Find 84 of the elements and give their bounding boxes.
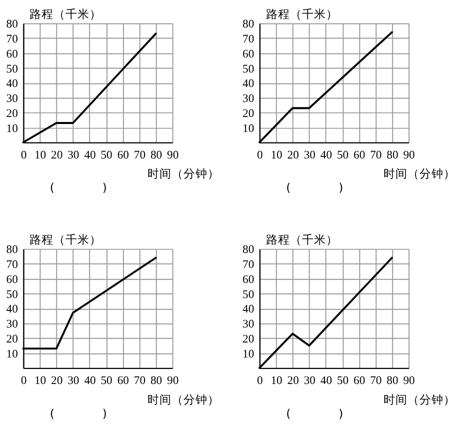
x-tick-label: 70	[134, 374, 146, 387]
y-tick-label: 60	[242, 47, 254, 60]
x-tick-label: 20	[287, 374, 300, 387]
y-tick-label: 50	[242, 288, 254, 301]
x-tick-label: 60	[117, 148, 130, 162]
y-tick-label: 60	[242, 272, 254, 286]
y-tick-label: 70	[242, 258, 254, 272]
y-tick-label: 20	[242, 332, 254, 346]
x-tick-label: 30	[304, 374, 316, 387]
x-tick-label: 90	[167, 374, 179, 387]
x-tick-label: 70	[370, 148, 382, 162]
x-tick-label: 10	[270, 148, 283, 162]
text: ( )	[50, 406, 107, 420]
x-tick-label: 50	[336, 374, 349, 387]
x-axis-title: 时间（分钟）	[384, 392, 456, 406]
y-tick-label: 10	[6, 122, 18, 135]
text: ( )	[286, 180, 344, 195]
y-tick-label: 40	[6, 302, 18, 316]
y-tick-label: 30	[242, 318, 254, 331]
y-tick-label: 70	[6, 258, 18, 272]
x-axis-title: 时间（分钟）	[147, 392, 220, 406]
y-tick-label: 10	[242, 122, 254, 135]
y-tick-label: 30	[6, 318, 18, 331]
x-tick-label: 80	[150, 374, 162, 387]
y-tick-label: 20	[242, 106, 254, 120]
text: ( )	[286, 406, 344, 420]
x-tick-label: 80	[386, 374, 398, 387]
y-tick-label: 70	[242, 32, 254, 46]
y-tick-label: 50	[6, 62, 18, 76]
y-tick-label: 50	[6, 288, 18, 301]
x-tick-label: 60	[354, 374, 366, 387]
y-axis-title: 路程（千米）	[266, 232, 338, 247]
x-tick-label: 40	[84, 148, 96, 162]
y-tick-label: 60	[6, 272, 18, 286]
x-tick-label: 10	[34, 148, 46, 162]
y-tick-label: 40	[242, 77, 254, 90]
x-tick-label: 10	[270, 374, 283, 387]
y-tick-label: 50	[242, 62, 254, 76]
x-tick-label: 40	[320, 148, 332, 162]
x-axis-title: 时间（分钟）	[147, 166, 220, 181]
x-tick-label: 50	[336, 148, 349, 162]
y-tick-label: 20	[6, 332, 18, 346]
y-axis-title: 路程（千米）	[266, 6, 338, 21]
x-tick-label: 20	[51, 374, 63, 387]
y-tick-label: 10	[242, 347, 254, 360]
text: ( )	[50, 180, 107, 195]
x-tick-label: 90	[167, 148, 179, 162]
x-tick-label: 50	[100, 374, 113, 387]
x-tick-label: 20	[287, 148, 300, 162]
x-tick-label: 0	[20, 374, 27, 387]
y-tick-label: 20	[6, 106, 18, 120]
x-tick-label: 0	[257, 148, 264, 162]
y-axis-title: 路程（千米）	[30, 232, 102, 247]
x-tick-label: 60	[117, 374, 130, 387]
x-tick-label: 50	[100, 148, 113, 162]
y-axis-title: 路程（千米）	[30, 6, 102, 21]
x-tick-label: 30	[304, 148, 316, 162]
y-tick-label: 80	[6, 243, 18, 256]
x-tick-label: 40	[320, 374, 332, 387]
y-tick-label: 10	[6, 347, 18, 360]
x-tick-label: 30	[68, 148, 80, 162]
y-tick-label: 80	[242, 243, 254, 256]
x-axis-title: 时间（分钟）	[384, 166, 456, 181]
y-tick-label: 60	[6, 47, 18, 60]
y-tick-label: 80	[242, 18, 254, 31]
y-tick-label: 40	[242, 302, 254, 316]
x-tick-label: 90	[403, 148, 416, 162]
y-tick-label: 30	[6, 92, 18, 106]
x-tick-label: 40	[84, 374, 96, 387]
x-tick-label: 10	[34, 374, 46, 387]
x-tick-label: 80	[386, 148, 398, 162]
x-tick-label: 60	[354, 148, 366, 162]
y-tick-label: 40	[6, 77, 18, 90]
x-tick-label: 90	[403, 374, 416, 387]
x-tick-label: 0	[257, 374, 264, 387]
x-tick-label: 0	[20, 148, 27, 162]
x-tick-label: 80	[150, 148, 162, 162]
x-tick-label: 70	[134, 148, 146, 162]
x-tick-label: 30	[68, 374, 80, 387]
x-tick-label: 70	[370, 374, 382, 387]
y-tick-label: 80	[6, 18, 18, 31]
y-tick-label: 30	[242, 92, 254, 106]
x-tick-label: 20	[51, 148, 63, 162]
y-tick-label: 70	[6, 32, 18, 46]
